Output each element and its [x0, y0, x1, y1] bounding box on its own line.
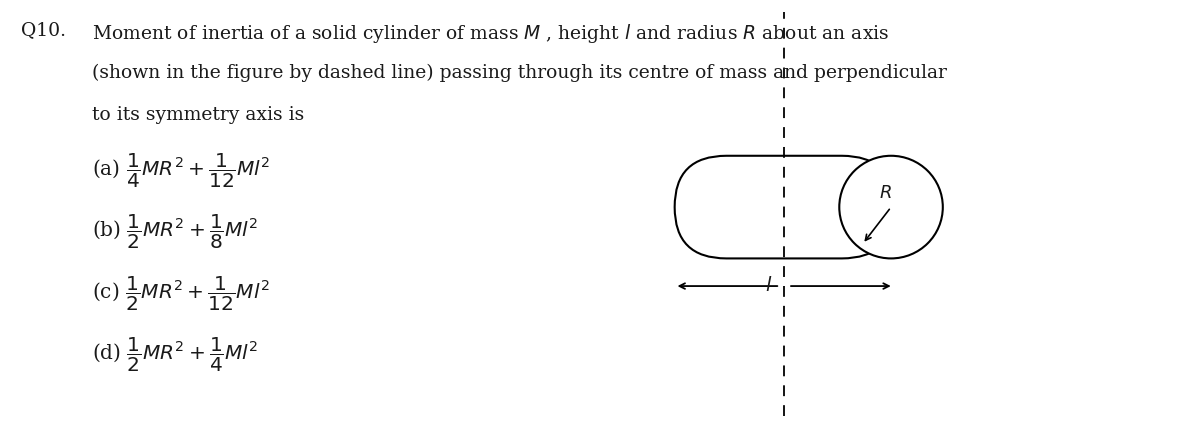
Circle shape: [839, 156, 943, 258]
Text: $R$: $R$: [878, 184, 892, 202]
Text: (b) $\dfrac{1}{2}MR^2 + \dfrac{1}{8}Ml^2$: (b) $\dfrac{1}{2}MR^2 + \dfrac{1}{8}Ml^2…: [92, 213, 259, 251]
Text: to its symmetry axis is: to its symmetry axis is: [92, 106, 305, 124]
Text: (a) $\dfrac{1}{4}MR^2 + \dfrac{1}{12}Ml^2$: (a) $\dfrac{1}{4}MR^2 + \dfrac{1}{12}Ml^…: [92, 152, 271, 190]
Text: (shown in the figure by dashed line) passing through its centre of mass and perp: (shown in the figure by dashed line) pas…: [92, 64, 947, 82]
Text: (c) $\dfrac{1}{2}MR^2 + \dfrac{1}{12}Ml^2$: (c) $\dfrac{1}{2}MR^2 + \dfrac{1}{12}Ml^…: [92, 274, 270, 312]
Text: (d) $\dfrac{1}{2}MR^2 + \dfrac{1}{4}Ml^2$: (d) $\dfrac{1}{2}MR^2 + \dfrac{1}{4}Ml^2…: [92, 335, 259, 374]
Text: Moment of inertia of a solid cylinder of mass $M$ , height $l$ and radius $R$ ab: Moment of inertia of a solid cylinder of…: [92, 21, 889, 45]
Text: $l$: $l$: [764, 275, 772, 295]
FancyBboxPatch shape: [674, 156, 894, 258]
Text: Q10.: Q10.: [20, 21, 66, 39]
